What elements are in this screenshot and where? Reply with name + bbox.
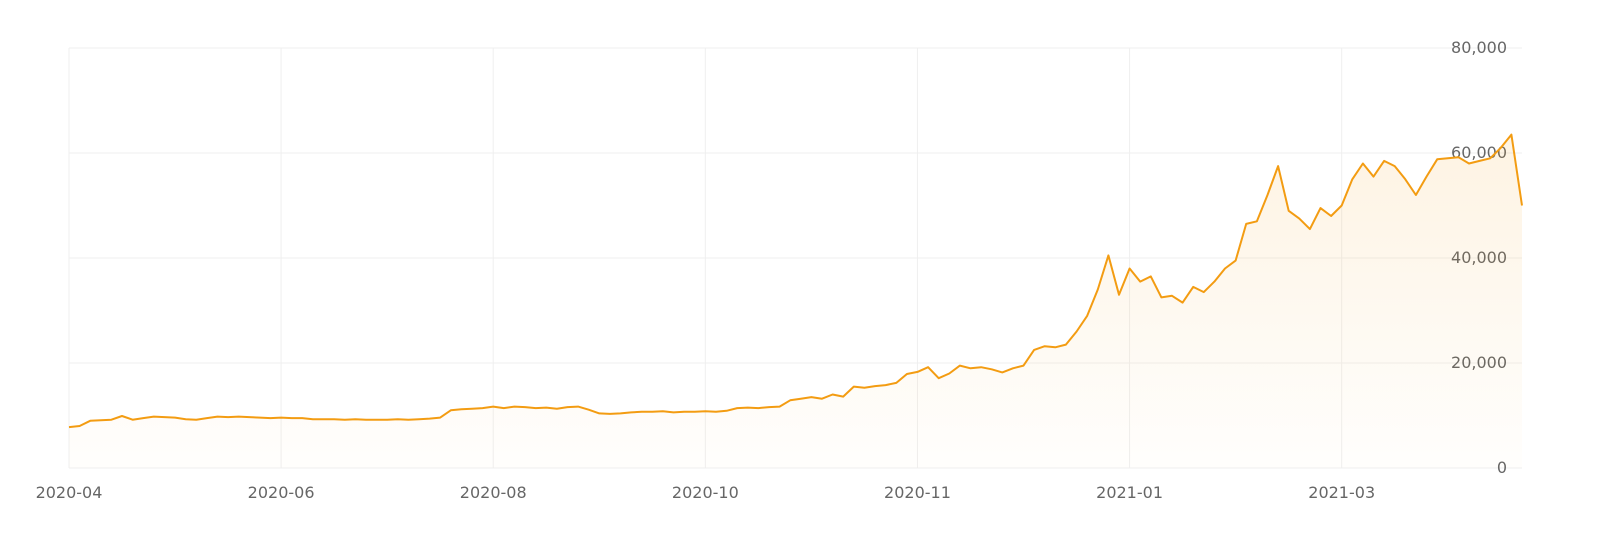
line [68,133,1523,429]
x-tick-label: 2021-01 [1096,483,1163,502]
area [69,134,1522,468]
x-tick-label: 2020-08 [460,483,527,502]
x-tick-label: 2020-04 [36,483,103,502]
x-tick-label: 2021-03 [1308,483,1375,502]
x-tick-label: 2020-06 [248,483,315,502]
x-tick-label: 2020-10 [672,483,739,502]
y-tick-label: 80,000 [1451,38,1507,57]
x-tick-label: 2020-11 [884,483,951,502]
